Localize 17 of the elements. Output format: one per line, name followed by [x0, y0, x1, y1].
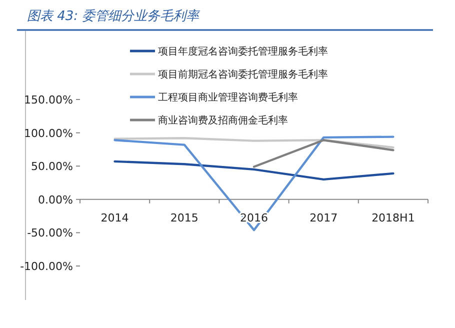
y-tick-label: 50.00% [31, 160, 73, 174]
x-tick-label: 2015 [170, 211, 198, 224]
y-tick-label: -100.00% [20, 260, 73, 273]
legend-label: 项目年度冠名咨询委托管理服务毛利率 [158, 46, 328, 58]
x-tick-label: 2018H1 [372, 211, 415, 224]
y-tick-label: -50.00% [27, 226, 73, 240]
legend-label: 商业咨询费及招商佣金毛利率 [158, 114, 288, 126]
chart-title: 图表 43: 委管细分业务毛利率 [27, 8, 202, 24]
y-tick-label: 100.00% [24, 126, 73, 140]
line-series [114, 160, 394, 181]
x-tick-label: 2014 [100, 211, 129, 224]
legend-label: 工程项目商业管理咨询费毛利率 [158, 92, 298, 104]
y-tick-label: 0.00% [38, 193, 73, 206]
y-tick-label: 150.00% [24, 94, 73, 106]
legend-label: 项目前期冠名咨询委托管理服务毛利率 [158, 68, 328, 80]
x-tick-label: 2017 [310, 211, 338, 224]
line-series [114, 137, 394, 149]
